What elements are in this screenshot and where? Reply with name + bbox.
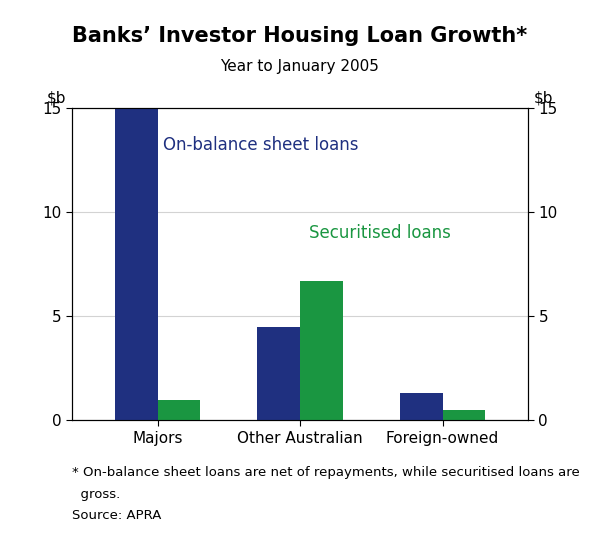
Bar [257, 327, 300, 420]
Text: Year to January 2005: Year to January 2005 [221, 59, 379, 74]
Text: Source: APRA: Source: APRA [72, 509, 161, 522]
Text: $b: $b [534, 90, 554, 105]
Text: gross.: gross. [72, 488, 120, 501]
Bar [443, 410, 485, 420]
Text: * On-balance sheet loans are net of repayments, while securitised loans are: * On-balance sheet loans are net of repa… [72, 466, 580, 479]
Text: Securitised loans: Securitised loans [309, 224, 451, 242]
Text: $b: $b [47, 90, 66, 105]
Bar [157, 399, 200, 420]
Text: Banks’ Investor Housing Loan Growth*: Banks’ Investor Housing Loan Growth* [73, 26, 527, 46]
Bar [115, 108, 157, 420]
Text: On-balance sheet loans: On-balance sheet loans [163, 136, 359, 154]
Bar [300, 281, 343, 420]
Bar [400, 393, 443, 420]
